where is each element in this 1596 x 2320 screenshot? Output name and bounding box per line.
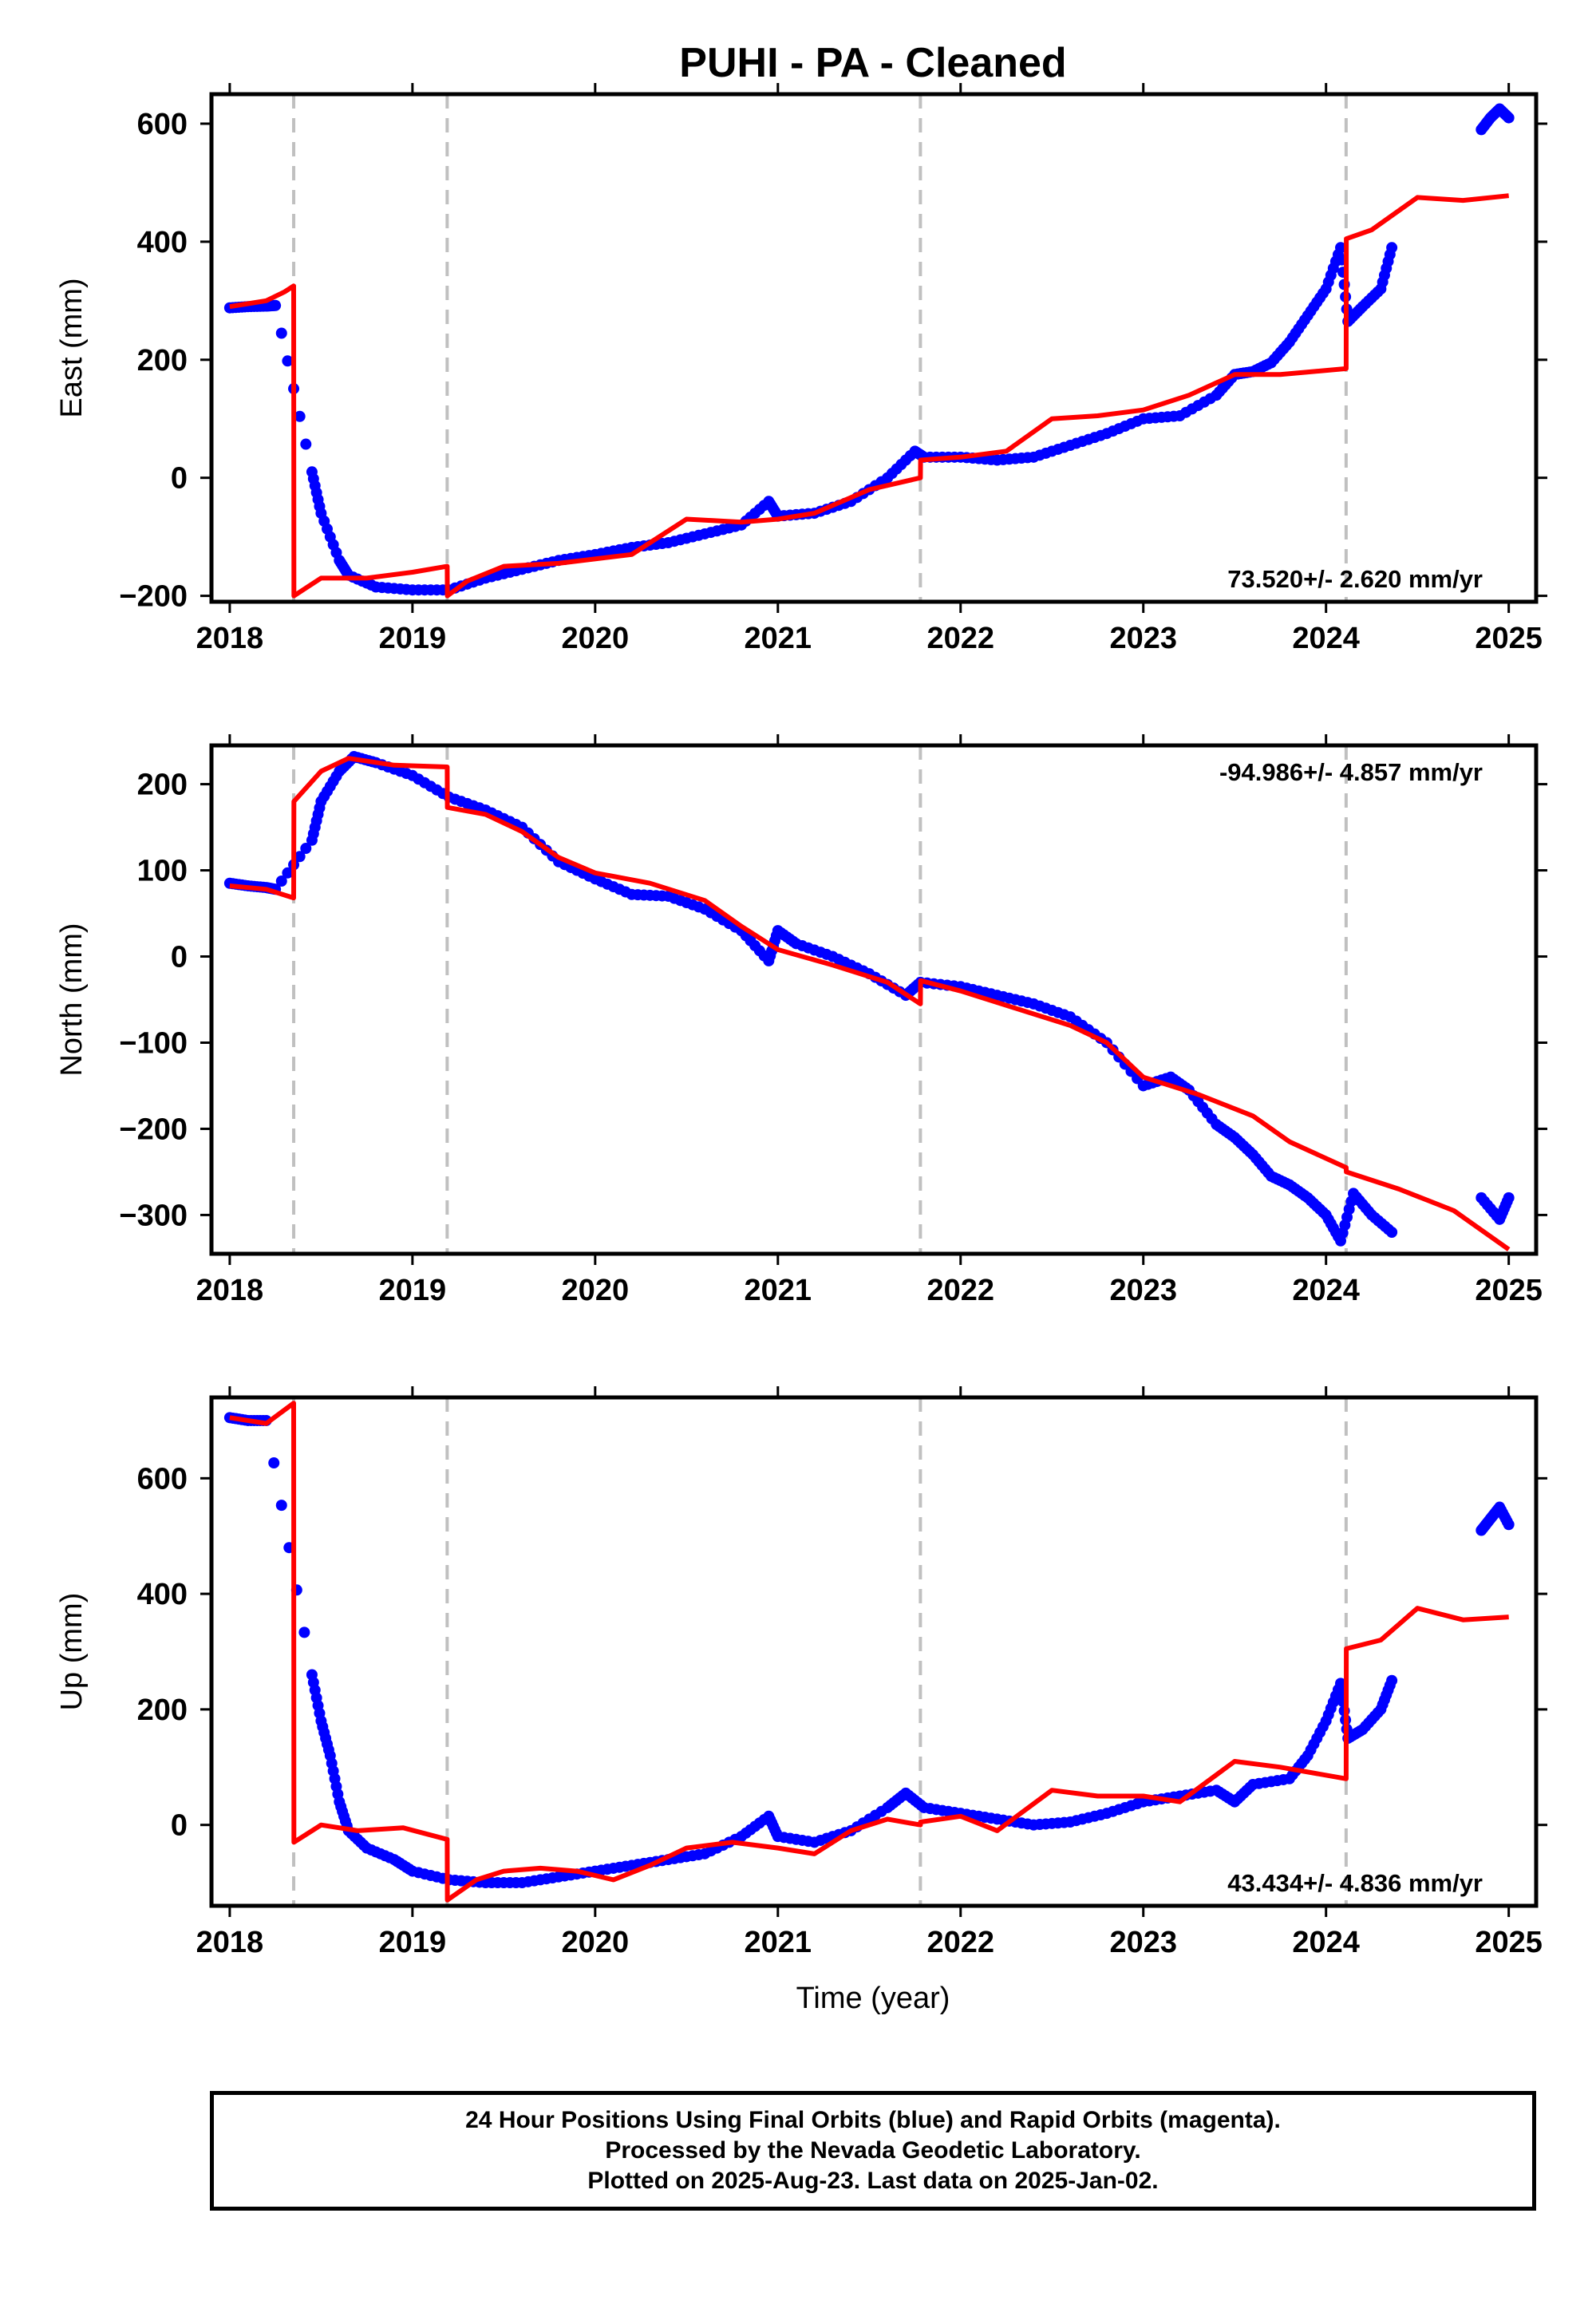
- y-tick-label: 400: [137, 226, 188, 259]
- x-tick-label: 2019: [379, 622, 447, 655]
- model-line: [229, 193, 1510, 599]
- x-tick-label: 2020: [562, 1926, 630, 1959]
- x-tick-label: 2023: [1109, 1274, 1177, 1307]
- x-tick-label: 2018: [196, 1926, 264, 1959]
- data-point: [1386, 242, 1398, 254]
- data-point: [282, 867, 294, 879]
- x-tick-label: 2019: [379, 1274, 447, 1307]
- x-tick-label: 2024: [1292, 1926, 1360, 1959]
- plot-area: [223, 94, 1515, 602]
- model-line: [229, 756, 1511, 1252]
- y-tick-label: 600: [137, 108, 188, 141]
- x-tick-label: 2019: [379, 1926, 447, 1959]
- footer-line-2: Processed by the Nevada Geodetic Laborat…: [605, 2137, 1141, 2164]
- x-tick-label: 2020: [562, 1274, 630, 1307]
- plot-area: [223, 1397, 1515, 1906]
- y-tick-label: 200: [137, 1694, 188, 1727]
- y-tick-label: 400: [137, 1578, 188, 1611]
- x-tick-label: 2021: [745, 1926, 812, 1959]
- x-tick-label: 2018: [196, 1274, 264, 1307]
- y-tick-label: 600: [137, 1462, 188, 1496]
- data-point: [1386, 1674, 1398, 1686]
- plot-area: [223, 745, 1515, 1254]
- x-tick-label: 2023: [1109, 1926, 1177, 1959]
- data-point: [298, 1626, 310, 1638]
- panel-frame: [209, 92, 1539, 604]
- data-point: [300, 438, 312, 450]
- x-tick-label: 2021: [745, 622, 812, 655]
- footer-note: 24 Hour Positions Using Final Orbits (bl…: [210, 2091, 1536, 2211]
- data-point: [275, 1500, 287, 1512]
- x-tick-label: 2022: [926, 1274, 994, 1307]
- panel-3: 2018 2019 2020 2021 2022 2023 2024 2025 0 200 400 6…: [55, 1386, 1547, 1959]
- y-tick-label: 0: [171, 1809, 188, 1843]
- data-point: [268, 1457, 280, 1469]
- x-tick-label: 2024: [1292, 1274, 1360, 1307]
- data-point: [1503, 1192, 1515, 1203]
- y-axis-label: East (mm): [55, 278, 89, 417]
- x-tick-label: 2025: [1475, 622, 1543, 655]
- y-tick-label: −300: [119, 1199, 188, 1232]
- model-line: [229, 1401, 1509, 1903]
- x-tick-label: 2023: [1109, 622, 1177, 655]
- data-point: [1386, 1227, 1398, 1239]
- panel-2: 2018 2019 2020 2021 2022 2023 2024 2025 −300 −200…: [55, 734, 1547, 1307]
- data-point: [282, 355, 294, 367]
- y-tick-label: 100: [137, 855, 188, 888]
- chart-title: PUHI - PA - Cleaned: [679, 40, 1066, 86]
- data-point: [1503, 1519, 1515, 1531]
- data-point: [294, 851, 306, 863]
- rate-annotation: 43.434+/- 4.836 mm/yr: [1227, 1869, 1483, 1897]
- x-tick-label: 2020: [562, 622, 630, 655]
- data-point: [1335, 242, 1347, 254]
- panel-frame: [209, 1395, 1539, 1908]
- y-axis-label: North (mm): [55, 923, 89, 1076]
- panel-frame: [209, 743, 1539, 1256]
- y-axis-label: Up (mm): [55, 1593, 89, 1711]
- x-tick-label: 2022: [926, 622, 994, 655]
- data-point: [275, 327, 287, 339]
- data-point: [294, 410, 306, 422]
- rate-annotation: -94.986+/- 4.857 mm/yr: [1219, 758, 1483, 786]
- y-tick-label: 0: [171, 941, 188, 974]
- panel-1: 2018 2019 2020 2021 2022 2023 2024 2025 −200 0 200…: [55, 83, 1547, 655]
- x-axis-label: Time (year): [796, 1982, 950, 2015]
- data-point: [1335, 1678, 1347, 1690]
- x-tick-label: 2018: [196, 622, 264, 655]
- y-tick-label: −100: [119, 1026, 188, 1060]
- y-tick-label: −200: [119, 580, 188, 614]
- data-point: [300, 843, 312, 855]
- data-point: [1503, 112, 1515, 124]
- data-point: [275, 875, 287, 887]
- y-tick-label: 200: [137, 769, 188, 802]
- y-tick-label: −200: [119, 1113, 188, 1146]
- data-point: [270, 299, 282, 311]
- footer-line-3: Plotted on 2025-Aug-23. Last data on 202…: [587, 2168, 1159, 2194]
- rate-annotation: 73.520+/- 2.620 mm/yr: [1227, 565, 1483, 593]
- x-tick-label: 2025: [1475, 1926, 1543, 1959]
- x-tick-label: 2025: [1475, 1274, 1543, 1307]
- x-tick-label: 2022: [926, 1926, 994, 1959]
- y-tick-label: 0: [171, 462, 188, 496]
- y-tick-label: 200: [137, 344, 188, 377]
- footer-line-1: 24 Hour Positions Using Final Orbits (bl…: [465, 2107, 1281, 2133]
- x-tick-label: 2024: [1292, 622, 1360, 655]
- x-tick-label: 2021: [745, 1274, 812, 1307]
